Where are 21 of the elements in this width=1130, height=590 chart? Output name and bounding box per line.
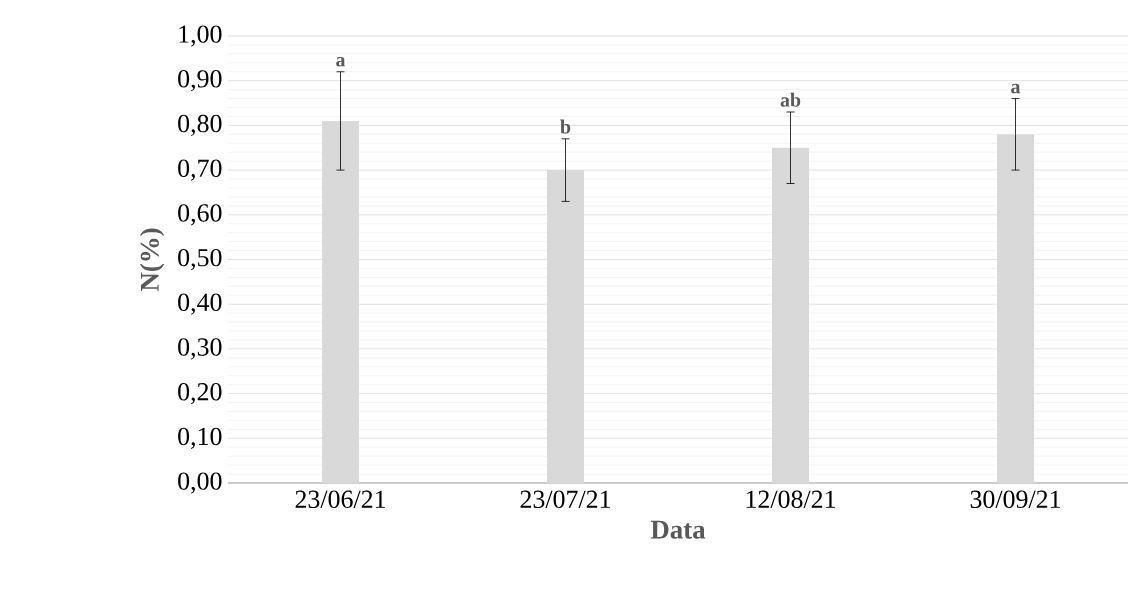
y-tick-label: 0,50 — [178, 248, 222, 271]
annotation: ab — [780, 92, 801, 107]
annotation: a — [1011, 83, 1021, 94]
y-axis-title: N(%) — [139, 228, 165, 292]
y-tick-label: 0,30 — [178, 338, 222, 360]
y-tick-label: 0,60 — [178, 204, 222, 226]
annotation: a — [336, 57, 346, 67]
annotation: b — [560, 119, 571, 134]
y-tick-label: 0,20 — [178, 382, 222, 405]
x-tick-label: 23/07/21 — [520, 490, 610, 508]
x-tick-label: 12/08/21 — [746, 490, 835, 508]
y-tick-label: 1,00 — [179, 25, 222, 47]
y-tick-label: 0,70 — [178, 159, 222, 181]
y-tick-label: 0,80 — [178, 114, 222, 136]
y-tick-label: 0,40 — [178, 293, 222, 315]
y-tick-label: 0,90 — [178, 70, 222, 92]
x-axis-title: Data — [650, 520, 706, 539]
y-tick-label: 0,10 — [178, 427, 222, 449]
x-tick-label: 23/06/21 — [295, 490, 385, 508]
y-tick-label: 0,00 — [178, 472, 222, 494]
x-tick-label: 30/09/21 — [970, 490, 1060, 508]
